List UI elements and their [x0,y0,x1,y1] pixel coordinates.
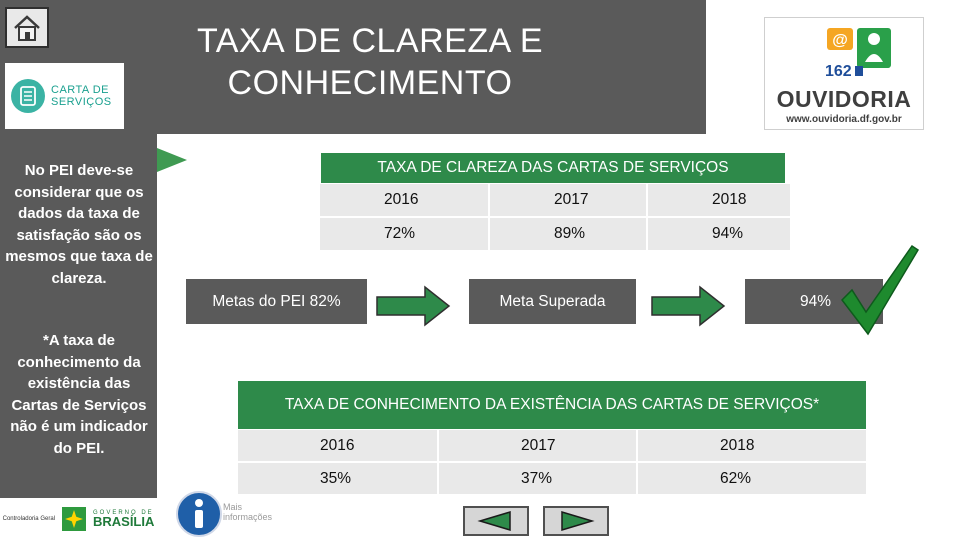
governo-label: GOVERNO DE [92,510,154,516]
ouvidoria-logo: @ 162 OUVIDORIA www.ouvidoria.df.gov.br [764,17,924,130]
result-value: 94% [799,292,831,310]
info-label-line1: Mais [223,502,243,512]
carta-logo-line1: CARTA DE [51,84,109,96]
gov-footer-logo: Controladoria Geral GOVERNO DE BRASÍLIA [0,498,157,540]
page-title-line2: CONHECIMENTO [227,64,513,102]
ouvidoria-brand: OUVIDORIA [776,86,912,112]
next-slide-button[interactable] [543,506,609,536]
ouvidoria-url: www.ouvidoria.df.gov.br [786,114,902,125]
clareza-year-2018: 2018 [648,184,790,216]
clareza-value-2018: 94% [648,218,790,250]
sidebar-note-pei: No PEI deve-se considerar que os dados d… [5,162,153,287]
checkmark-icon [841,244,920,336]
arrow-right-icon [651,285,726,327]
conhecimento-value-2018: 62% [638,463,866,494]
conhecimento-value-2017: 37% [439,463,636,494]
meta-pei-box: Metas do PEI 82% [186,279,367,324]
document-icon [11,79,45,113]
conhecimento-table: 2016 2017 2018 35% 37% 62% [238,430,866,494]
ouvidoria-badge-at: @ [832,32,848,49]
page-title: TAXA DE CLAREZA E CONHECIMENTO [130,20,610,104]
brasilia-label: BRASÍLIA [92,514,155,529]
controladoria-label: Controladoria Geral [2,515,55,522]
meta-superada-box: Meta Superada [469,279,636,324]
home-button[interactable] [5,7,49,48]
sidebar-note-conhecimento: *A taxa de conhecimento da existência da… [10,332,148,457]
conhecimento-table-title: TAXA DE CONHECIMENTO DA EXISTÊNCIA DAS C… [238,381,866,429]
home-icon [14,14,40,41]
ouvidoria-badge-number: 162 [825,63,852,80]
conhecimento-year-2018: 2018 [638,430,866,461]
sidebar-pointer [157,148,187,172]
clareza-year-2017: 2017 [490,184,646,216]
clareza-value-2017: 89% [490,218,646,250]
triangle-left-icon [477,511,511,531]
sidebar [0,134,157,540]
previous-slide-button[interactable] [463,506,529,536]
ouvidoria-badge-icon: @ 162 [825,28,891,80]
carta-de-servicos-logo: CARTA DE SERVIÇOS [5,63,124,129]
carta-logo-line2: SERVIÇOS [51,96,112,108]
page-title-line1: TAXA DE CLAREZA E [196,22,544,60]
conhecimento-year-2017: 2017 [439,430,636,461]
info-label[interactable]: Mais informações [223,502,272,522]
conhecimento-value-2016: 35% [238,463,437,494]
clareza-table: 2016 2017 2018 72% 89% 94% [320,184,790,250]
clareza-value-2016: 72% [320,218,488,250]
clareza-table-title: TAXA DE CLAREZA DAS CARTAS DE SERVIÇOS [320,152,786,184]
arrow-right-icon [376,285,451,327]
brasilia-emblem-icon [61,507,86,531]
clareza-year-2016: 2016 [320,184,488,216]
triangle-right-icon [561,511,595,531]
conhecimento-year-2016: 2016 [238,430,437,461]
info-label-line2: informações [223,512,273,522]
info-icon[interactable] [175,490,223,538]
